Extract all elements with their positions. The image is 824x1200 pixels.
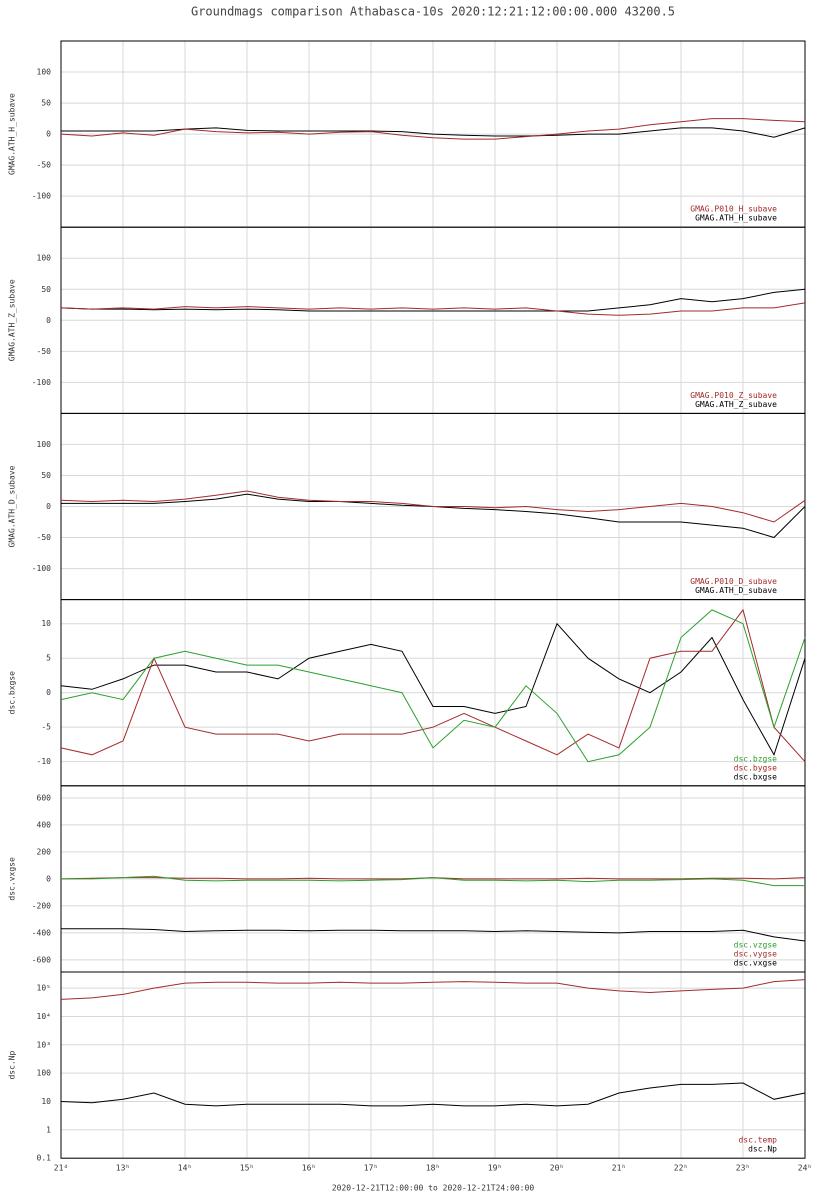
series-line bbox=[60, 608, 806, 763]
y-tick-label: -200 bbox=[32, 901, 51, 910]
legend-entry: dsc.bxgse bbox=[734, 772, 778, 781]
y-tick-label: 0 bbox=[46, 874, 51, 883]
chart-title: Groundmags comparison Athabasca-10s 2020… bbox=[191, 5, 675, 19]
legend-entry: GMAG.P010_D_subave bbox=[690, 577, 777, 586]
x-tick-label: 23ʰ bbox=[736, 1164, 750, 1173]
y-tick-label: 0 bbox=[46, 688, 51, 697]
legend-entry: GMAG.ATH_D_subave bbox=[695, 586, 777, 595]
x-tick-label: 14ʰ bbox=[178, 1164, 192, 1173]
y-tick-label: 10³ bbox=[37, 1040, 51, 1049]
y-tick-label: -600 bbox=[32, 955, 51, 964]
y-tick-label: 100 bbox=[37, 68, 52, 77]
y-tick-label: -5 bbox=[41, 723, 51, 732]
series-line bbox=[60, 118, 806, 140]
y-axis-label: dsc.Np bbox=[8, 1050, 17, 1079]
y-tick-label: -100 bbox=[32, 192, 51, 201]
x-tick-label: 19ʰ bbox=[488, 1164, 502, 1173]
y-tick-label: -400 bbox=[32, 928, 51, 937]
x-tick-label: 15ʰ bbox=[240, 1164, 254, 1173]
y-tick-label: 10 bbox=[41, 619, 51, 628]
x-tick-label: 22ʰ bbox=[674, 1164, 688, 1173]
y-tick-label: -50 bbox=[37, 347, 52, 356]
series-line bbox=[60, 490, 806, 523]
panel-frame bbox=[60, 971, 806, 1159]
series-line bbox=[60, 1082, 806, 1107]
legend-entry: GMAG.P010_H_subave bbox=[690, 205, 777, 214]
y-tick-label: -50 bbox=[37, 533, 52, 542]
legend-entry: GMAG.P010_Z_subave bbox=[690, 391, 777, 400]
y-tick-label: 100 bbox=[37, 440, 52, 449]
legend-entry: dsc.vzgse bbox=[734, 941, 778, 950]
series-line bbox=[60, 302, 806, 316]
y-tick-label: -100 bbox=[32, 378, 51, 387]
y-axis-label: GMAG.ATH_H_subave bbox=[8, 93, 17, 175]
series-line bbox=[61, 875, 805, 887]
x-tick-label: 16ʰ bbox=[302, 1164, 316, 1173]
legend-entry: dsc.vygse bbox=[734, 950, 778, 959]
series-line bbox=[60, 288, 806, 312]
y-tick-label: 50 bbox=[41, 99, 51, 108]
x-tick-label: 17ʰ bbox=[364, 1164, 378, 1173]
legend-entry: dsc.Np bbox=[748, 1145, 777, 1154]
legend-entry: dsc.bzgse bbox=[734, 754, 778, 763]
series-line bbox=[61, 928, 806, 942]
y-tick-label: 1 bbox=[46, 1125, 51, 1134]
y-tick-label: 10⁵ bbox=[37, 984, 51, 993]
x-tick-label: 24ʰ bbox=[798, 1164, 812, 1173]
y-axis-label: GMAG.ATH_D_subave bbox=[8, 465, 17, 547]
y-tick-label: 5 bbox=[46, 654, 51, 663]
y-tick-label: 200 bbox=[37, 847, 52, 856]
y-axis-label: dsc.vxgse bbox=[8, 857, 17, 901]
y-tick-label: -10 bbox=[37, 757, 52, 766]
series-line bbox=[60, 979, 806, 1000]
y-axis-label: GMAG.ATH_Z_subave bbox=[8, 279, 17, 361]
y-tick-label: 50 bbox=[41, 471, 51, 480]
y-tick-label: 100 bbox=[37, 254, 52, 263]
y-tick-label: 0 bbox=[46, 316, 51, 325]
y-tick-label: 10 bbox=[41, 1097, 51, 1106]
y-tick-label: 600 bbox=[37, 793, 52, 802]
x-tick-label: 21ʰ bbox=[612, 1164, 626, 1173]
series-line bbox=[60, 609, 806, 763]
x-tick-label: 18ʰ bbox=[426, 1164, 440, 1173]
x-tick-label: 21ᵈ bbox=[54, 1164, 68, 1173]
y-axis-label: dsc.bxgse bbox=[8, 671, 17, 715]
legend-entry: GMAG.ATH_Z_subave bbox=[695, 400, 777, 409]
legend-entry: dsc.temp bbox=[738, 1136, 777, 1145]
y-tick-label: 10⁴ bbox=[37, 1012, 51, 1021]
legend-entry: GMAG.ATH_H_subave bbox=[695, 214, 777, 223]
y-tick-label: 0 bbox=[46, 502, 51, 511]
y-tick-label: 0 bbox=[46, 130, 51, 139]
y-tick-label: -50 bbox=[37, 161, 52, 170]
x-axis-label: 2020-12-21T12:00:00 to 2020-12-21T24:00:… bbox=[332, 1184, 534, 1193]
legend-entry: dsc.bygse bbox=[734, 763, 778, 772]
y-tick-label: -100 bbox=[32, 564, 51, 573]
y-tick-label: 400 bbox=[37, 820, 52, 829]
legend-entry: dsc.vxgse bbox=[734, 959, 778, 968]
y-tick-label: 100 bbox=[37, 1069, 52, 1078]
x-tick-label: 13ʰ bbox=[116, 1164, 130, 1173]
y-tick-label: 0.1 bbox=[37, 1154, 52, 1163]
x-tick-label: 20ʰ bbox=[550, 1164, 564, 1173]
y-tick-label: 50 bbox=[41, 285, 51, 294]
series-line bbox=[60, 622, 806, 757]
